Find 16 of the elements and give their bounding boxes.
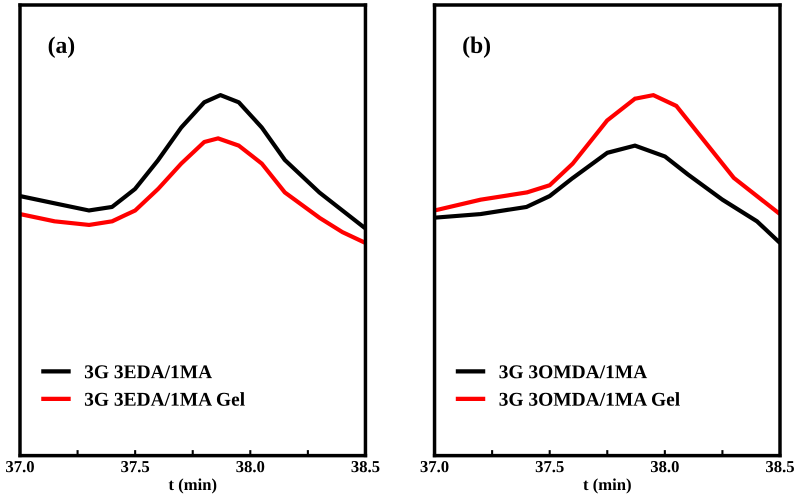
legend-label: 3G 3EDA/1MA: [84, 365, 212, 378]
x-axis-title: t (min): [583, 478, 631, 494]
legend-label: 3G 3EDA/1MA Gel: [84, 392, 245, 406]
x-tick-label: 38.5: [352, 461, 380, 472]
text: (a): [48, 36, 74, 58]
x-tick-label: 37.0: [6, 461, 34, 472]
x-tick-label: 37.0: [420, 461, 448, 472]
x-tick-label: 38.0: [236, 461, 264, 472]
x-axis-title: t (min): [168, 478, 216, 494]
legend-label: 3G 3OMDA/1MA Gel: [499, 392, 680, 406]
x-tick-label: 37.5: [121, 461, 150, 472]
text: (b): [463, 36, 490, 58]
legend-label: 3G 3OMDA/1MA: [499, 365, 648, 378]
x-tick-label: 37.5: [536, 461, 564, 472]
x-tick-label: 38.5: [766, 461, 794, 472]
x-tick-label: 38.0: [650, 461, 679, 472]
